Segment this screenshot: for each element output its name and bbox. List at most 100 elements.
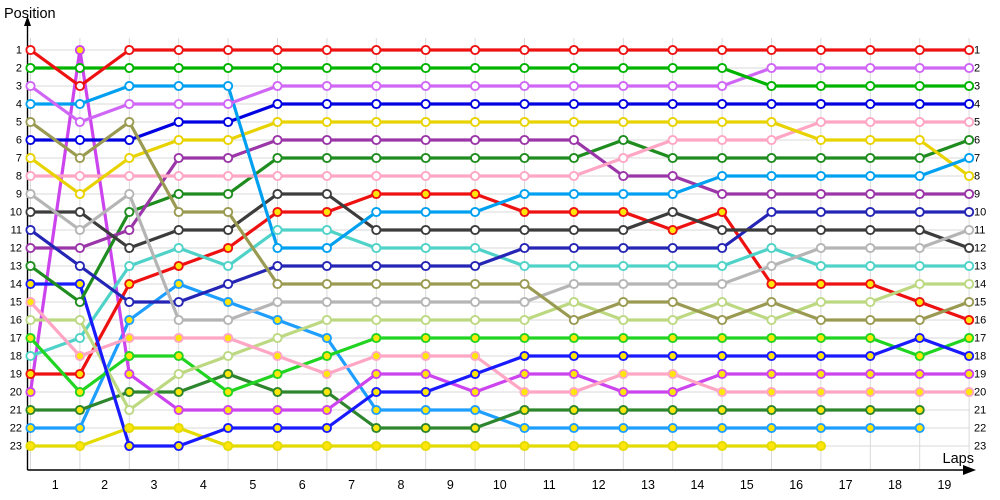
data-point-dark-gray-lap8 bbox=[371, 224, 382, 236]
data-point-crimson-lap4 bbox=[173, 260, 184, 272]
data-point-crimson-lap13 bbox=[618, 206, 629, 218]
data-point-turquoise-lap12 bbox=[568, 260, 579, 272]
data-point-lime-lap17 bbox=[815, 332, 826, 344]
data-point-forest-lap4 bbox=[173, 386, 184, 398]
data-point-sea-green-lap15 bbox=[717, 152, 728, 164]
data-point-azure-lap1 bbox=[25, 422, 36, 434]
data-point-pale-green-lap5 bbox=[223, 350, 234, 362]
position-label-left: 14 bbox=[10, 279, 22, 291]
data-point-yellow-lap7 bbox=[321, 116, 332, 128]
data-point-sea-green-lap11 bbox=[519, 152, 530, 164]
lap-tick-label: 7 bbox=[348, 478, 355, 492]
data-point-royal-blue-lap6 bbox=[272, 422, 283, 434]
data-point-pink-lap7 bbox=[321, 170, 332, 182]
data-point-blue-lap4 bbox=[173, 116, 184, 128]
position-label-right: 12 bbox=[974, 243, 986, 255]
data-point-purple-lap4 bbox=[173, 152, 184, 164]
data-point-blue-lap10 bbox=[470, 98, 481, 110]
data-point-yellow-lap18 bbox=[865, 134, 876, 146]
data-point-sky-blue-lap15 bbox=[717, 170, 728, 182]
data-point-turquoise-lap14 bbox=[667, 260, 678, 272]
data-point-sea-green-lap4 bbox=[173, 188, 184, 200]
position-label-left: 10 bbox=[10, 207, 22, 219]
data-point-sky-blue-lap17 bbox=[815, 170, 826, 182]
data-point-magenta-lap6 bbox=[272, 404, 283, 416]
data-point-pink-lap19 bbox=[914, 116, 925, 128]
position-label-left: 11 bbox=[11, 225, 22, 237]
data-point-forest-lap11 bbox=[519, 404, 530, 416]
data-point-turquoise-lap8 bbox=[371, 242, 382, 254]
data-point-red-lap20 bbox=[964, 44, 975, 56]
data-point-purple-lap8 bbox=[371, 134, 382, 146]
data-point-magenta-lap7 bbox=[321, 404, 332, 416]
data-point-crimson-lap16 bbox=[766, 278, 777, 290]
series-line-purple bbox=[28, 138, 971, 250]
data-point-lime-lap10 bbox=[470, 332, 481, 344]
data-point-turquoise-lap3 bbox=[124, 260, 135, 272]
data-point-pale-green-lap4 bbox=[173, 368, 184, 380]
series-markers-azure bbox=[25, 278, 925, 434]
data-point-yellow-lap1 bbox=[25, 152, 36, 164]
data-point-sky-blue-lap13 bbox=[618, 188, 629, 200]
lap-tick-label: 15 bbox=[740, 478, 754, 492]
data-point-forest-lap10 bbox=[470, 422, 481, 434]
data-point-dark-gray-lap6 bbox=[272, 188, 283, 200]
data-point-dark-gray-lap4 bbox=[173, 224, 184, 236]
data-point-yellow-lap8 bbox=[371, 116, 382, 128]
series-markers-violet bbox=[25, 62, 975, 128]
position-label-left: 9 bbox=[16, 189, 22, 201]
data-point-crimson-lap2 bbox=[74, 368, 85, 380]
data-point-rose-lap11 bbox=[519, 386, 530, 398]
data-point-pink-lap9 bbox=[420, 170, 431, 182]
data-point-green-lap1 bbox=[25, 62, 36, 74]
data-point-navy-lap6 bbox=[272, 260, 283, 272]
data-point-yellow-lap2 bbox=[74, 188, 85, 200]
data-point-pink-lap6 bbox=[272, 170, 283, 182]
data-point-navy-lap8 bbox=[371, 260, 382, 272]
data-point-purple-lap6 bbox=[272, 134, 283, 146]
data-point-purple-lap11 bbox=[519, 134, 530, 146]
data-point-violet-lap17 bbox=[815, 62, 826, 74]
data-point-magenta-lap4 bbox=[173, 404, 184, 416]
data-point-blue-lap2 bbox=[74, 134, 85, 146]
data-point-purple-lap12 bbox=[568, 134, 579, 146]
data-point-pale-green-lap16 bbox=[766, 314, 777, 326]
data-point-magenta-lap13 bbox=[618, 386, 629, 398]
data-point-royal-blue-lap19 bbox=[914, 332, 925, 344]
data-point-khaki-lap1 bbox=[25, 116, 36, 128]
data-point-sky-blue-lap7 bbox=[321, 242, 332, 254]
data-point-violet-lap1 bbox=[25, 80, 36, 92]
series-line-khaki bbox=[28, 120, 971, 322]
data-point-yellow-lap17 bbox=[815, 134, 826, 146]
position-label-left: 19 bbox=[10, 369, 22, 381]
data-point-blue-lap14 bbox=[667, 98, 678, 110]
data-point-khaki-lap10 bbox=[470, 278, 481, 290]
data-point-royal-blue-lap13 bbox=[618, 350, 629, 362]
data-point-navy-lap20 bbox=[964, 206, 975, 218]
data-point-red-lap7 bbox=[321, 44, 332, 56]
data-point-sea-green-lap12 bbox=[568, 152, 579, 164]
data-point-lime-lap5 bbox=[223, 386, 234, 398]
position-label-right: 23 bbox=[974, 441, 986, 453]
position-label-right: 5 bbox=[974, 117, 980, 129]
data-point-royal-blue-lap4 bbox=[173, 440, 184, 452]
data-point-crimson-lap15 bbox=[717, 206, 728, 218]
series-markers-lime bbox=[25, 332, 975, 398]
data-point-green-lap2 bbox=[74, 62, 85, 74]
data-point-green-lap12 bbox=[568, 62, 579, 74]
lap-tick-label: 12 bbox=[592, 478, 606, 492]
data-point-red-lap18 bbox=[865, 44, 876, 56]
data-point-rose-lap9 bbox=[420, 350, 431, 362]
data-point-azure-lap10 bbox=[470, 404, 481, 416]
series-line-green bbox=[28, 66, 971, 88]
data-point-violet-lap11 bbox=[519, 80, 530, 92]
position-label-right: 21 bbox=[974, 405, 986, 417]
data-point-lime-lap16 bbox=[766, 332, 777, 344]
series-markers-crimson bbox=[25, 188, 975, 380]
data-point-navy-lap14 bbox=[667, 242, 678, 254]
data-point-magenta-lap11 bbox=[519, 368, 530, 380]
data-point-blue-lap1 bbox=[25, 134, 36, 146]
data-point-magenta-lap20 bbox=[964, 368, 975, 380]
position-label-right: 18 bbox=[974, 351, 986, 363]
